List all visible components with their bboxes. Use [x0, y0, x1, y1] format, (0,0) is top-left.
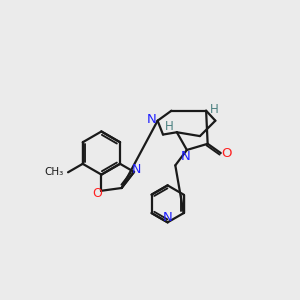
Text: H: H — [209, 103, 218, 116]
Text: CH₃: CH₃ — [44, 167, 63, 177]
Text: H: H — [165, 120, 173, 133]
Text: O: O — [221, 147, 231, 160]
Text: O: O — [93, 187, 103, 200]
Text: N: N — [132, 163, 141, 176]
Text: N: N — [163, 211, 172, 224]
Text: N: N — [147, 113, 156, 126]
Text: N: N — [181, 150, 191, 164]
